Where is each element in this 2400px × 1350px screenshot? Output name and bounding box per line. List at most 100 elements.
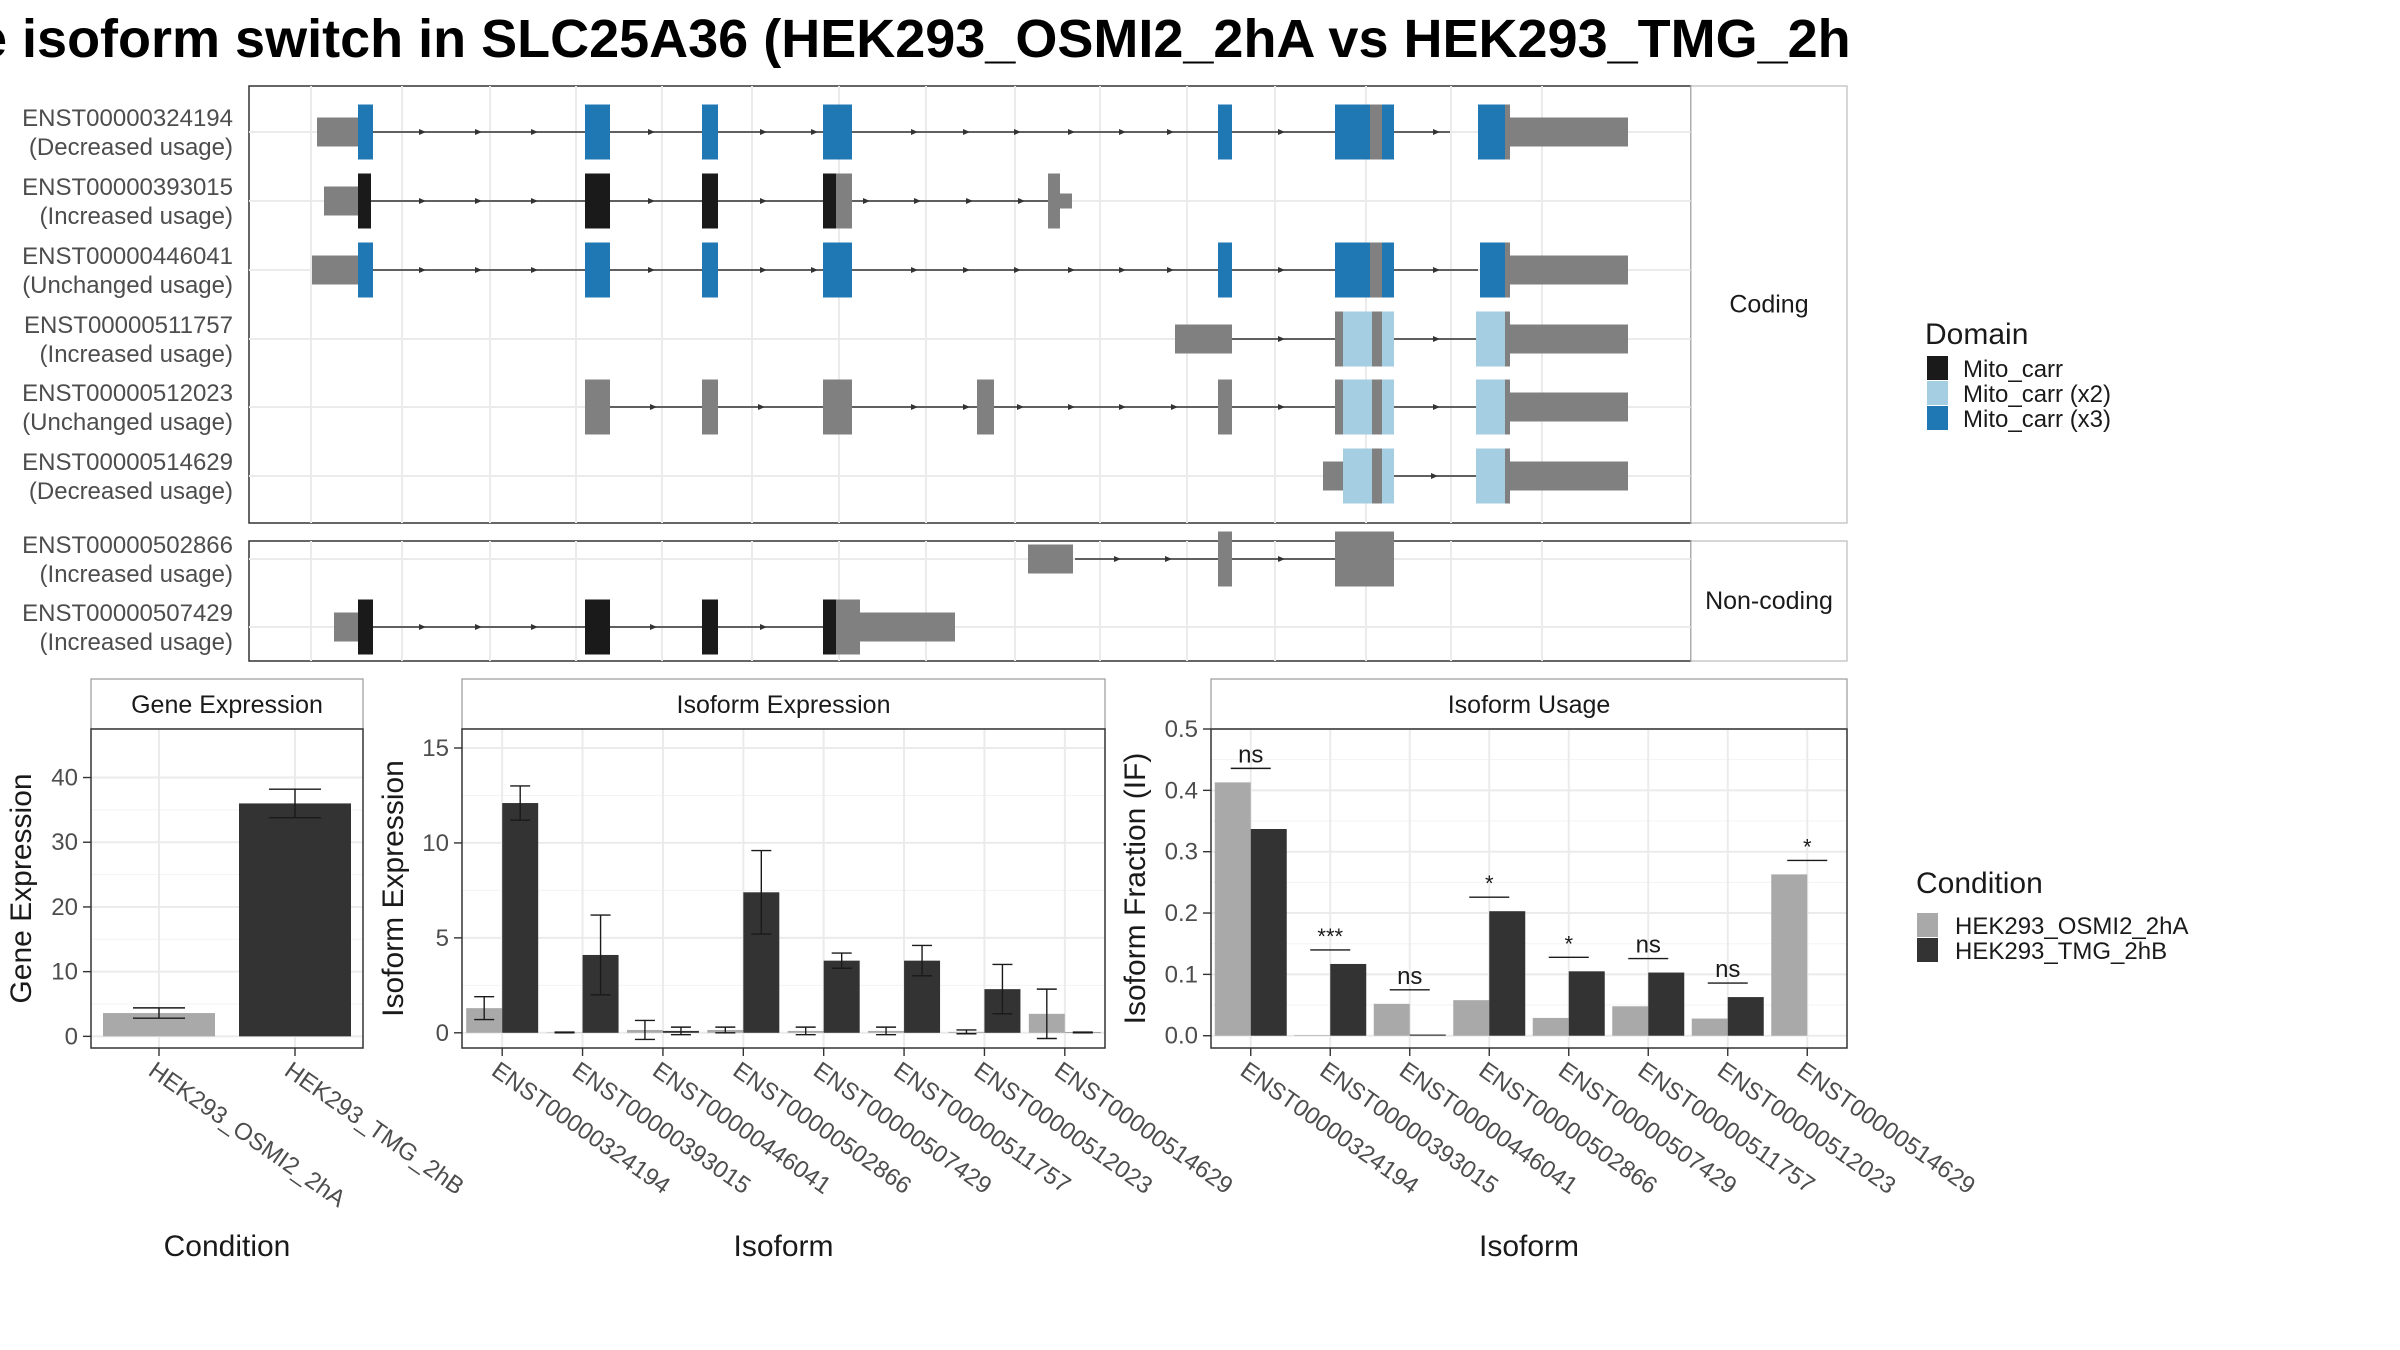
intron-arrow [531,624,538,630]
domain-mito-carr-x3 [823,242,852,298]
structure-facet-panel [248,85,1692,524]
domain-legend-key [1927,406,1948,430]
domain-mito-carr [823,173,836,229]
facet-strip-label: Isoform Usage [1448,691,1611,719]
y-tick-label: 10 [422,830,449,857]
exon-block [324,186,360,216]
condition-legend-key [1917,938,1938,962]
intron-arrow [1278,129,1285,135]
isoform-usage-label: (Unchanged usage) [22,409,233,436]
intron-arrow [419,624,426,630]
y-axis-title: Isoform Fraction (IF) [1119,753,1152,1025]
exon-block [1028,544,1073,574]
intron-arrow [1278,556,1285,562]
bar [1648,972,1685,1036]
significance-label: *** [1317,924,1343,949]
intron-arrow [758,404,765,410]
bar [1294,1035,1331,1036]
condition-legend-label: HEK293_TMG_2hB [1955,938,2167,965]
isoform-label: ENST00000514629 [22,449,233,476]
intron-arrow [475,624,482,630]
intron-arrow [1278,404,1285,410]
facet-strip-label: Gene Expression [131,691,323,719]
domain-legend-key [1927,356,1948,380]
domain-legend-label: Mito_carr (x2) [1963,381,2111,408]
exon-block [1510,255,1628,285]
intron-arrow [911,404,918,410]
condition-legend-label: HEK293_OSMI2_2hA [1955,913,2188,940]
domain-mito-carr-x3 [1478,104,1505,160]
facet-strip-label: Non-coding [1705,587,1833,615]
bar [1568,971,1605,1036]
intron-arrow [650,404,657,410]
panel-border [461,728,1106,1049]
isoform-label: ENST00000511757 [24,312,233,339]
domain-mito-carr [702,599,718,655]
intron-arrow [1068,129,1075,135]
intron-arrow [760,129,767,135]
bar [1489,911,1526,1036]
isoform-label: ENST00000393015 [22,174,233,201]
bar [103,1013,215,1037]
domain-mito-carr-x2 [1343,311,1372,367]
y-tick-label: 0 [65,1023,78,1050]
intron-arrow [1119,404,1126,410]
intron-arrow [911,129,918,135]
intron-arrow [1171,404,1178,410]
domain-mito-carr [358,173,371,229]
intron-arrow [1018,198,1025,204]
bar [1612,1006,1649,1036]
domain-mito-carr-x3 [1218,242,1232,298]
y-tick-label: 0.3 [1165,839,1198,866]
intron-arrow [648,129,655,135]
significance-label: * [1564,931,1573,956]
intron-arrow [811,129,818,135]
x-axis-title: Isoform [1479,1230,1579,1263]
intron-arrow [475,267,482,273]
y-tick-label: 0.5 [1165,716,1198,743]
intron-arrow [1433,404,1440,410]
intron-arrow [760,198,767,204]
exon-block [1335,531,1394,587]
intron-arrow [760,267,767,273]
facet-strip-label: Coding [1729,291,1808,319]
y-tick-label: 0.0 [1165,1023,1198,1050]
domain-mito-carr-x3 [1218,104,1232,160]
domain-mito-carr-x2 [1343,448,1372,504]
x-axis-title: Isoform [733,1230,833,1263]
intron-arrow [1278,267,1285,273]
bar [1453,1000,1490,1036]
facet-strip-label: Isoform Expression [677,691,891,719]
domain-mito-carr [585,599,610,655]
exon-block [1370,104,1382,160]
bar [1727,997,1764,1036]
exon-block [856,612,955,642]
intron-arrow [1119,129,1126,135]
domain-mito-carr-x2 [1476,379,1505,435]
plot-title: e isoform switch in SLC25A36 (HEK293_OSM… [0,9,1851,69]
y-tick-label: 20 [51,894,78,921]
panel-border [90,728,364,1049]
intron-arrow [1167,267,1174,273]
exon-block [1372,311,1382,367]
isoform-expression-chart: Isoform Expression051015ENST00000324194E… [377,678,1238,1263]
bar [1771,874,1808,1036]
y-tick-label: 10 [51,959,78,986]
domain-mito-carr-x2 [1476,311,1505,367]
domain-mito-carr-x3 [585,104,610,160]
intron-arrow [1278,336,1285,342]
isoform-usage-chart: Isoform Usage ns *** ns * * ns ns * 0.0 0.1 0.2 0.3 0… [1119,678,1980,1263]
y-tick-label: 0.2 [1165,900,1198,927]
intron-arrow [1114,556,1121,562]
bar [1330,963,1367,1036]
domain-mito-carr [702,173,718,229]
isoform-usage-label: (Decreased usage) [29,134,233,161]
exon-block [1335,379,1343,435]
intron-arrow [963,267,970,273]
domain-mito-carr-x3 [358,242,373,298]
domain-mito-carr-x3 [1382,104,1394,160]
domain-mito-carr-x3 [1382,242,1394,298]
intron-arrow [963,129,970,135]
